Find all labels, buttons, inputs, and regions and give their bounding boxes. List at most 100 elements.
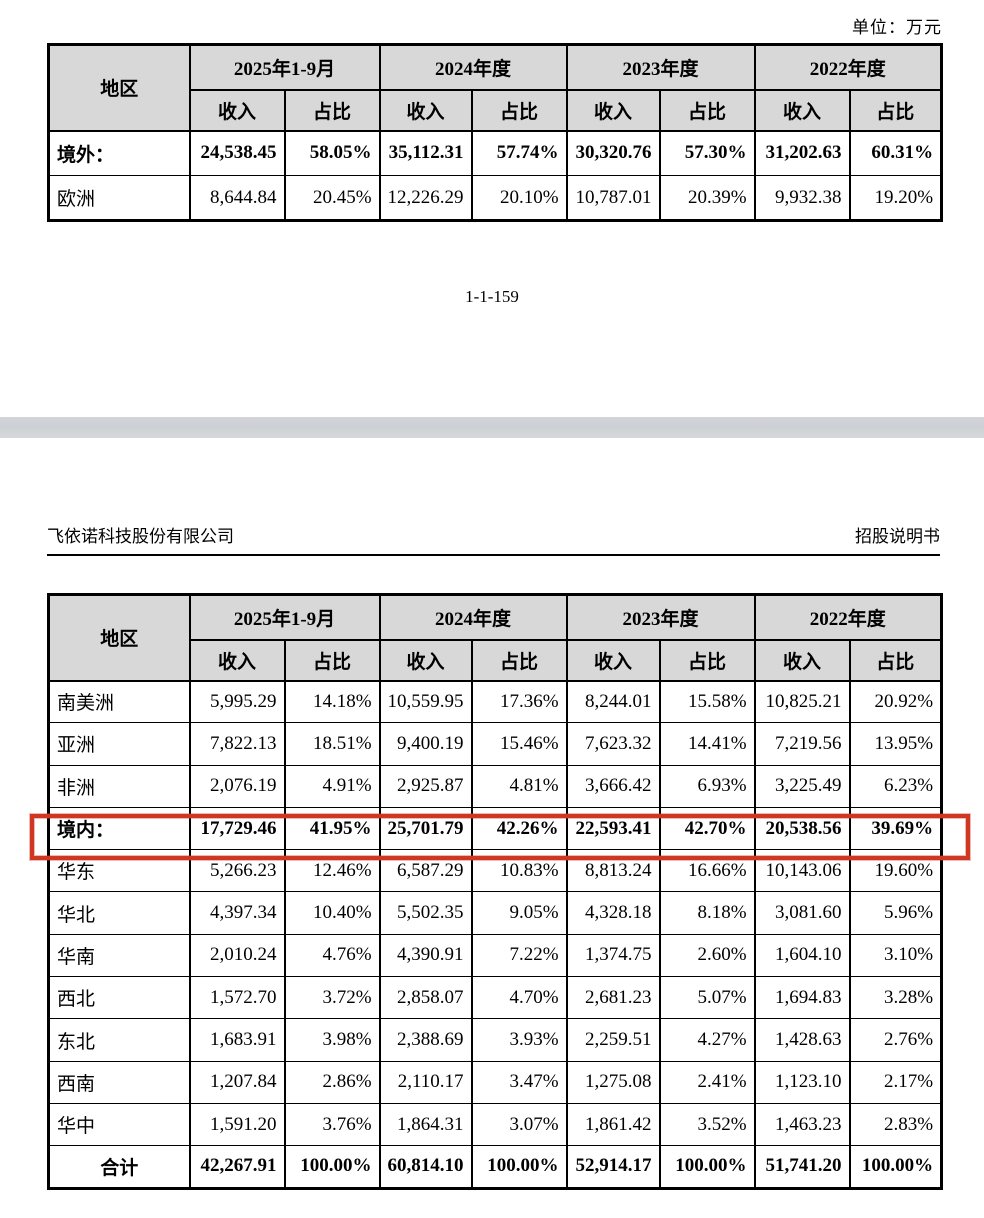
table-row: 华中 1,591.20 3.76% 1,864.31 3.07% 1,861.42 3.52… xyxy=(47,1102,943,1147)
value-cell: 3,081.60 xyxy=(753,891,851,935)
revenue-table-regions: 地区 2025年1-9月 2024年度 2023年度 2022年度 收入 占比 … xyxy=(47,593,944,1190)
value-cell: 3.72% xyxy=(283,976,381,1020)
table-row: 华东 5,266.23 12.46% 6,587.29 10.83% 8,813.24 16… xyxy=(47,849,943,893)
value-cell: 58.05% xyxy=(283,129,381,176)
revenue-column-header: 收入 xyxy=(378,89,473,131)
revenue-column-header: 收入 xyxy=(565,639,661,681)
value-cell: 3.28% xyxy=(848,976,943,1020)
table-row: 华北 4,397.34 10.40% 5,502.35 9.05% 4,328.18 8.1… xyxy=(47,891,943,935)
table-row: 东北 1,683.91 3.98% 2,388.69 3.93% 2,259.51 4.27… xyxy=(47,1018,943,1062)
value-cell: 24,538.45 xyxy=(188,129,286,176)
share-column-header: 占比 xyxy=(848,89,943,131)
region-label: 西北 xyxy=(47,976,191,1020)
value-cell: 7.22% xyxy=(470,933,568,978)
revenue-column-header: 收入 xyxy=(753,89,851,131)
value-cell: 3.07% xyxy=(470,1102,568,1147)
table-row: 亚洲 7,822.13 18.51% 9,400.19 15.46% 7,623.32 14… xyxy=(47,722,943,766)
value-cell: 8,244.01 xyxy=(565,679,661,724)
value-cell: 2,110.17 xyxy=(378,1060,473,1104)
revenue-column-header: 收入 xyxy=(188,639,286,681)
region-label: 欧洲 xyxy=(47,175,191,221)
table-row: 合计 42,267.91 100.00% 60,814.10 100.00% 52,914… xyxy=(47,1145,943,1189)
value-cell: 1,207.84 xyxy=(188,1060,286,1104)
value-cell: 2.17% xyxy=(848,1060,943,1104)
value-cell: 5,502.35 xyxy=(378,891,473,935)
region-label: 东北 xyxy=(47,1018,191,1062)
value-cell: 42.26% xyxy=(470,806,568,851)
period-header-2023: 2023年度 xyxy=(565,594,756,641)
region-label: 华中 xyxy=(47,1102,191,1147)
running-header: 飞依诺科技股份有限公司 招股说明书 xyxy=(47,522,940,556)
region-label: 境外： xyxy=(47,129,191,176)
value-cell: 1,694.83 xyxy=(753,976,851,1020)
value-cell: 20,538.56 xyxy=(753,806,851,851)
period-header-2025: 2025年1-9月 xyxy=(188,594,381,641)
value-cell: 3.76% xyxy=(283,1102,381,1147)
value-cell: 17,729.46 xyxy=(188,806,286,851)
value-cell: 100.00% xyxy=(848,1145,943,1189)
subheader-row: 收入 占比 收入 占比 收入 占比 收入 占比 xyxy=(49,89,943,131)
value-cell: 100.00% xyxy=(470,1145,568,1189)
value-cell: 1,572.70 xyxy=(188,976,286,1020)
value-cell: 10,825.21 xyxy=(753,679,851,724)
value-cell: 12,226.29 xyxy=(378,175,473,221)
value-cell: 1,275.08 xyxy=(565,1060,661,1104)
table-row: 西北 1,572.70 3.72% 2,858.07 4.70% 2,681.23 5.07… xyxy=(47,976,943,1020)
value-cell: 2.86% xyxy=(283,1060,381,1104)
value-cell: 9,400.19 xyxy=(378,722,473,766)
value-cell: 20.39% xyxy=(658,175,756,221)
table-row: 南美洲 5,995.29 14.18% 10,559.95 17.36% 8,244.01… xyxy=(47,679,943,724)
value-cell: 57.30% xyxy=(658,129,756,176)
value-cell: 5,266.23 xyxy=(188,849,286,893)
value-cell: 6.23% xyxy=(848,764,943,808)
value-cell: 100.00% xyxy=(658,1145,756,1189)
value-cell: 51,741.20 xyxy=(753,1145,851,1189)
revenue-column-header: 收入 xyxy=(188,89,286,131)
share-column-header: 占比 xyxy=(848,639,943,681)
value-cell: 7,623.32 xyxy=(565,722,661,766)
value-cell: 2,925.87 xyxy=(378,764,473,808)
value-cell: 2.76% xyxy=(848,1018,943,1062)
value-cell: 10,787.01 xyxy=(565,175,661,221)
doc-type-label: 招股说明书 xyxy=(855,527,940,546)
value-cell: 10,143.06 xyxy=(753,849,851,893)
value-cell: 16.66% xyxy=(658,849,756,893)
share-column-header: 占比 xyxy=(283,89,381,131)
value-cell: 4.76% xyxy=(283,933,381,978)
share-column-header: 占比 xyxy=(470,639,568,681)
value-cell: 3.47% xyxy=(470,1060,568,1104)
value-cell: 4.91% xyxy=(283,764,381,808)
value-cell: 57.74% xyxy=(470,129,568,176)
table-row: 境内： 17,729.46 41.95% 25,701.79 42.26% 22,593.… xyxy=(47,806,943,851)
value-cell: 9,932.38 xyxy=(753,175,851,221)
revenue-table-overseas: 地区 2025年1-9月 2024年度 2023年度 2022年度 收入 占比 … xyxy=(47,43,944,222)
value-cell: 4,328.18 xyxy=(565,891,661,935)
value-cell: 5.07% xyxy=(658,976,756,1020)
value-cell: 41.95% xyxy=(283,806,381,851)
period-header-2022: 2022年度 xyxy=(753,594,943,641)
period-header-2025: 2025年1-9月 xyxy=(188,44,381,91)
value-cell: 20.10% xyxy=(470,175,568,221)
revenue-column-header: 收入 xyxy=(565,89,661,131)
value-cell: 3,225.49 xyxy=(753,764,851,808)
value-cell: 20.45% xyxy=(283,175,381,221)
value-cell: 2,858.07 xyxy=(378,976,473,1020)
value-cell: 1,861.42 xyxy=(565,1102,661,1147)
value-cell: 3.98% xyxy=(283,1018,381,1062)
value-cell: 7,822.13 xyxy=(188,722,286,766)
period-header-2024: 2024年度 xyxy=(378,44,568,91)
table-row: 欧洲 8,644.84 20.45% 12,226.29 20.10% 10,787.01… xyxy=(47,175,943,221)
value-cell: 2,681.23 xyxy=(565,976,661,1020)
value-cell: 3.10% xyxy=(848,933,943,978)
revenue-column-header: 收入 xyxy=(753,639,851,681)
value-cell: 6,587.29 xyxy=(378,849,473,893)
value-cell: 42,267.91 xyxy=(188,1145,286,1189)
value-cell: 9.05% xyxy=(470,891,568,935)
value-cell: 8,813.24 xyxy=(565,849,661,893)
value-cell: 18.51% xyxy=(283,722,381,766)
value-cell: 30,320.76 xyxy=(565,129,661,176)
share-column-header: 占比 xyxy=(470,89,568,131)
value-cell: 5.96% xyxy=(848,891,943,935)
value-cell: 19.60% xyxy=(848,849,943,893)
